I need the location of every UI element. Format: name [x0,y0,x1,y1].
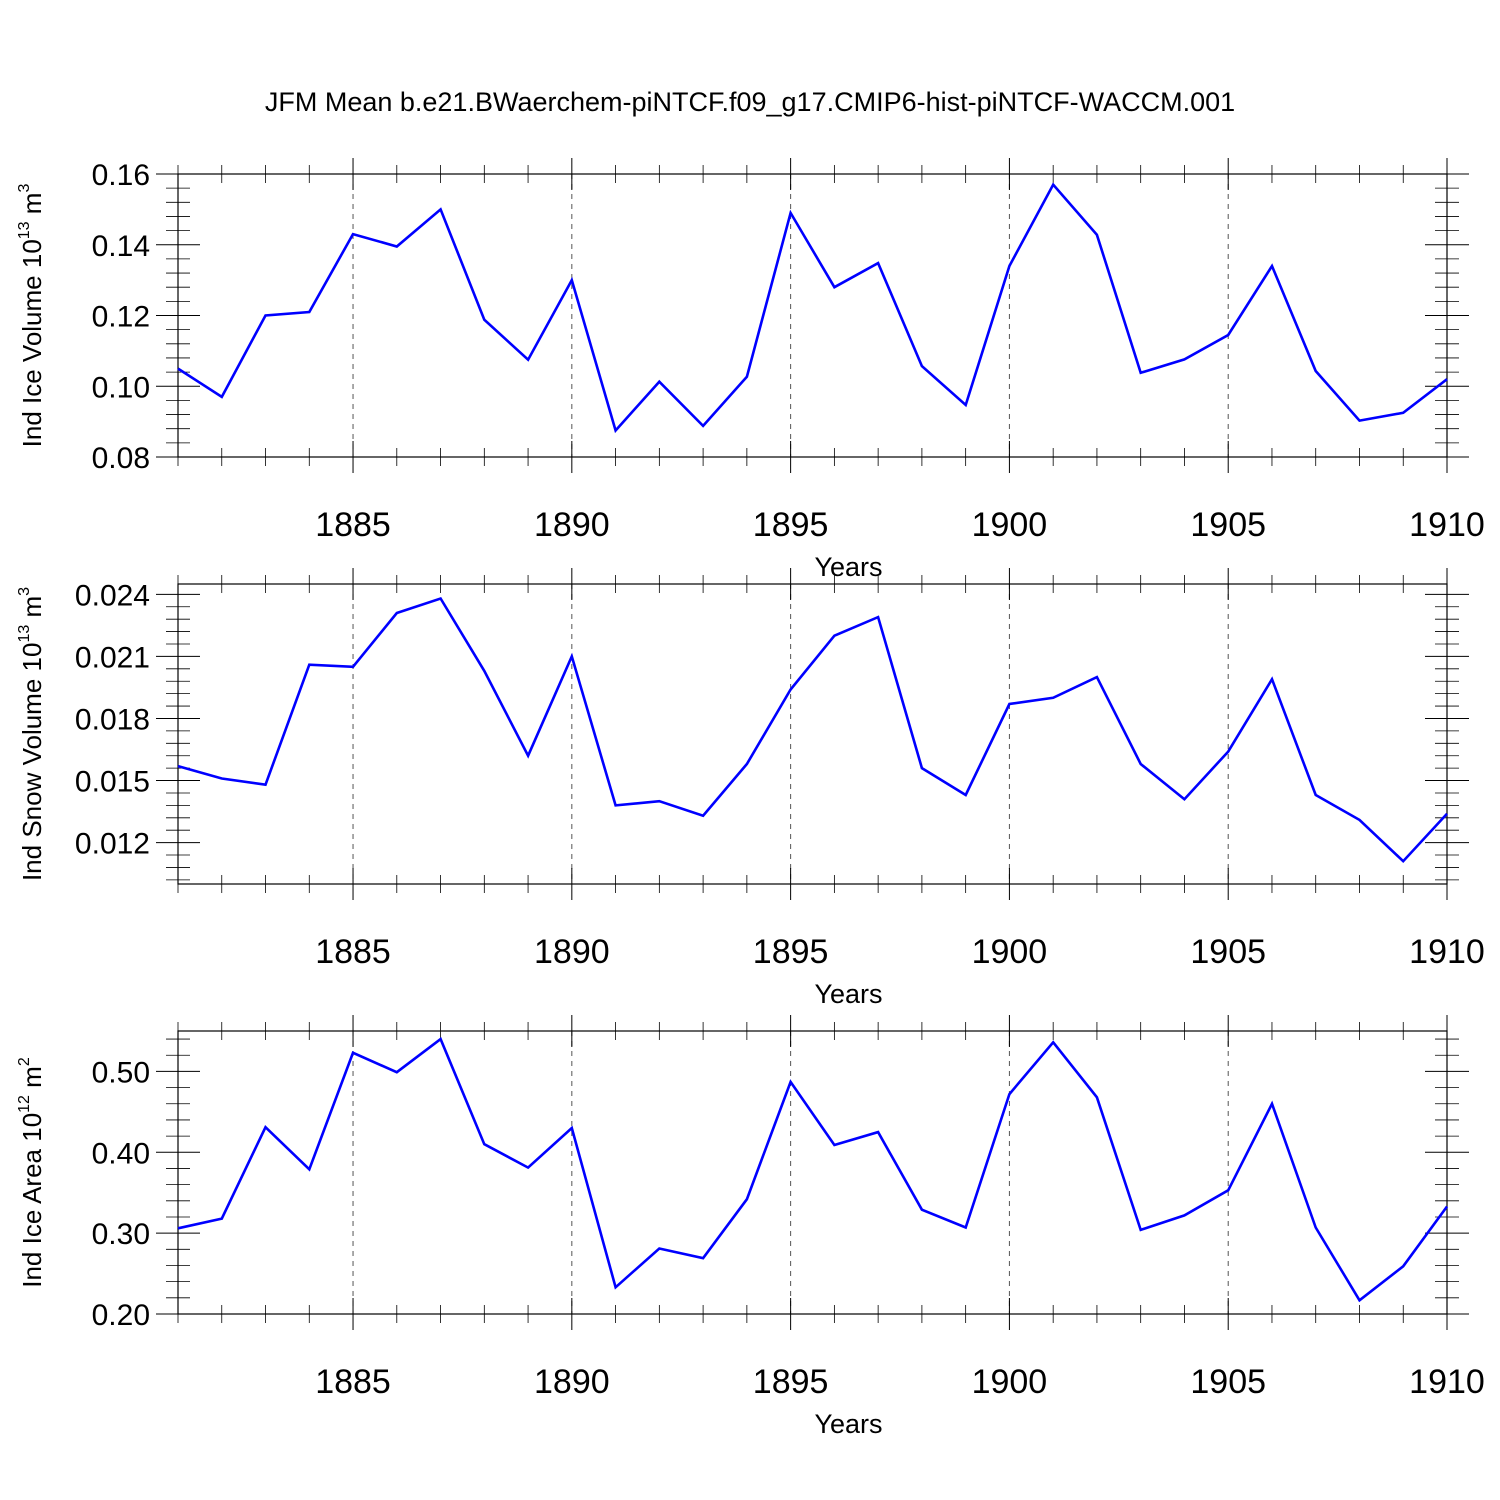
panels: 1885 1890 1895 1900 1905 1910 Years 0.08 0.10 0.1… [16,158,1485,1439]
x-tick-label: 1900 [972,1363,1048,1401]
x-tick-label: 1910 [1409,1363,1485,1401]
chart-panel-1: 1885 1890 1895 1900 1905 1910 Years 0.08 0.10 0.1… [16,158,1485,582]
y-tick-label: 0.16 [92,159,150,192]
x-tick-label: 1905 [1190,506,1266,544]
y-tick-label: 0.10 [92,371,150,404]
series-line [177,596,1448,864]
x-tick-label: 1890 [534,506,610,544]
x-tick-label: 1895 [753,506,829,544]
y-tick-label: 0.015 [75,766,150,799]
y-tick-label: 0.021 [75,641,150,674]
x-tick-label: 1895 [753,933,829,971]
x-tick-label: 1910 [1409,933,1485,971]
x-tick-label: 1885 [315,506,391,544]
plot-frame [177,173,1448,458]
chart-panel-3: 1885 1890 1895 1900 1905 1910 Years 0.20 0.30 0.4… [16,1015,1485,1439]
y-tick-label: 0.20 [92,1299,150,1332]
x-axis-label: Years [814,1409,882,1439]
x-tick-label: 1890 [534,1363,610,1401]
x-tick-label: 1885 [315,1363,391,1401]
y-tick-label: 0.018 [75,703,150,736]
y-tick-label: 0.08 [92,442,150,475]
x-tick-label: 1900 [972,933,1048,971]
y-tick-label: 0.14 [92,230,150,263]
y-tick-label: 0.50 [92,1056,150,1089]
plot-frame [177,1030,1448,1315]
chart-panel-2: 1885 1890 1895 1900 1905 1910 Years 0.012 0.015 0… [16,568,1485,1009]
x-tick-label: 1910 [1409,506,1485,544]
x-tick-label: 1900 [972,506,1048,544]
x-tick-label: 1885 [315,933,391,971]
y-axis-label: Ind Ice Volume 1013 m3 [16,184,47,448]
chart-title: JFM Mean b.e21.BWaerchem-piNTCF.f09_g17.… [265,87,1235,117]
x-tick-label: 1905 [1190,1363,1266,1401]
x-tick-label: 1890 [534,933,610,971]
y-tick-label: 0.12 [92,301,150,334]
series-line [177,1037,1449,1303]
x-tick-label: 1895 [753,1363,829,1401]
y-axis-label: Ind Ice Area 1012 m2 [16,1057,47,1288]
series-line [177,182,1448,434]
x-tick-label: 1905 [1190,933,1266,971]
y-axis-label: Ind Snow Volume 1013 m3 [16,587,47,881]
y-tick-label: 0.024 [75,579,150,612]
y-tick-label: 0.30 [92,1218,150,1251]
plot-frame [177,583,1448,885]
y-tick-label: 0.40 [92,1137,150,1170]
x-axis-label: Years [814,552,882,582]
x-axis-label: Years [814,979,882,1009]
y-tick-label: 0.012 [75,828,150,861]
